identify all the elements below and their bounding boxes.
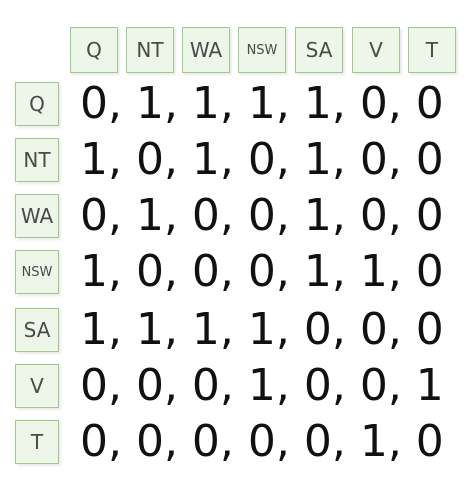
column-label-wa: WA — [182, 27, 230, 73]
row-label-sa: SA — [15, 308, 59, 352]
matrix-row-nt: 1, 0, 1, 0, 1, 0, 0 — [80, 134, 444, 185]
matrix-row-v: 0, 0, 0, 1, 0, 0, 1 — [80, 360, 444, 411]
matrix-row-nsw: 1, 0, 0, 0, 1, 1, 0 — [80, 246, 444, 297]
column-label-nt: NT — [126, 27, 174, 73]
row-label-v: V — [15, 364, 59, 408]
matrix-row-q: 0, 1, 1, 1, 1, 0, 0 — [80, 78, 444, 129]
matrix-row-t: 0, 0, 0, 0, 0, 1, 0 — [80, 416, 444, 467]
matrix-row-wa: 0, 1, 0, 0, 1, 0, 0 — [80, 190, 444, 241]
matrix-row-sa: 1, 1, 1, 1, 0, 0, 0 — [80, 304, 444, 355]
row-label-q: Q — [15, 82, 59, 126]
row-label-nt: NT — [15, 138, 59, 182]
row-label-t: T — [15, 420, 59, 464]
column-label-v: V — [352, 27, 400, 73]
row-label-wa: WA — [15, 194, 59, 238]
column-label-sa: SA — [295, 27, 343, 73]
column-label-t: T — [408, 27, 456, 73]
row-label-nsw: NSW — [15, 250, 59, 294]
column-label-nsw: NSW — [238, 27, 286, 73]
column-label-q: Q — [70, 27, 118, 73]
